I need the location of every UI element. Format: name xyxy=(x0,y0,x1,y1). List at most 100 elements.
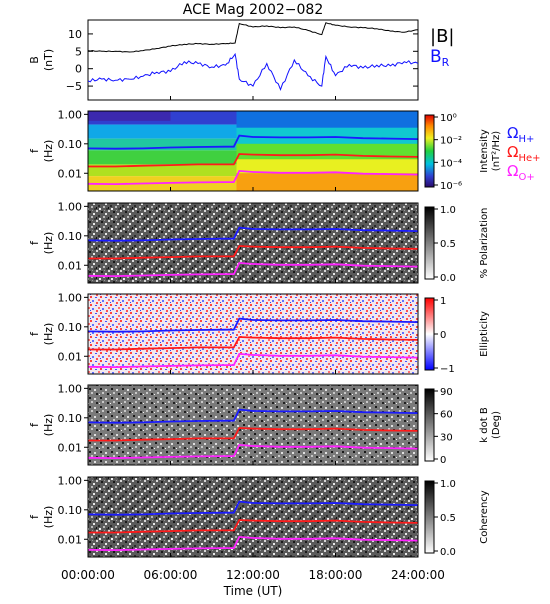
coherency-cbar-label: Coherency xyxy=(479,490,490,543)
xtick-label: 18:00:00 xyxy=(309,568,363,582)
intensity-cbar-tick-label: 10⁻⁶ xyxy=(440,181,462,192)
ellipticity-omega-line-2 xyxy=(87,352,419,369)
kdotb-omega-line-2 xyxy=(87,443,419,460)
legend-b-total: |B| xyxy=(430,26,454,47)
kdotb-panel: 1.00 0.10 0.01 f (Hz) 90 60 30 0 k dot B (Deg) xyxy=(28,382,502,466)
spec-yunit: (Hz) xyxy=(42,140,55,163)
coherency-omega-line-1 xyxy=(88,519,419,534)
kdotb-spectrogram xyxy=(88,385,418,465)
spec-ytick-label: 0.01 xyxy=(58,259,83,272)
spec-ytick-label: 1.00 xyxy=(58,474,83,487)
coherency-omega-line-2 xyxy=(87,535,419,552)
ellipticity-spectrogram xyxy=(88,294,418,374)
b-ytick-label: −5 xyxy=(66,80,82,93)
spec-ytick-label: 0.01 xyxy=(58,533,83,546)
spec-ytick-label: 0.10 xyxy=(58,412,83,425)
intensity-panel: 1.00 0.10 0.01 f (Hz) 10⁰ 10⁻² 10⁻⁴ 10⁻⁶ Intensit… xyxy=(28,108,502,192)
coherency-cbar-tick-label: 1.0 xyxy=(440,479,456,490)
spec-ytick-label: 1.00 xyxy=(58,108,83,121)
polarization-cbar-tick-label: 1.0 xyxy=(440,205,456,216)
ellipticity-cbar-label: Ellipticity xyxy=(479,311,490,357)
spec-ytick-label: 0.10 xyxy=(58,321,83,334)
intensity-band xyxy=(236,111,418,128)
xtick-label: 00:00:00 xyxy=(61,568,115,582)
b-ylabel: B xyxy=(28,56,41,64)
legend-b-r: BR xyxy=(430,47,450,69)
intensity-colorbar xyxy=(424,114,435,188)
spec-ylabel: f xyxy=(28,514,41,519)
b-total-line xyxy=(87,22,419,53)
spec-ytick-label: 0.10 xyxy=(58,504,83,517)
spec-ytick-label: 0.10 xyxy=(58,138,83,151)
coherency-omega-line-0 xyxy=(87,500,419,516)
coherency-spectrogram xyxy=(88,477,418,557)
intensity-cbar-tick-label: 10⁻⁴ xyxy=(440,158,462,169)
kdotb-cbar-tick-label: 0 xyxy=(440,455,446,466)
intensity-cbar-unit: (nT²/Hz) xyxy=(491,131,502,171)
kdotb-cbar-unit: (Deg) xyxy=(491,411,502,439)
polarization-omega-line-2 xyxy=(87,261,419,278)
spec-ytick-label: 1.00 xyxy=(58,291,83,304)
intensity-omega-line-0 xyxy=(87,134,419,150)
polarization-colorbar xyxy=(424,206,435,280)
intensity-band xyxy=(236,173,418,191)
kdotb-colorbar xyxy=(424,388,435,462)
spec-ytick-label: 1.00 xyxy=(58,200,83,213)
ellipticity-cbar-tick-label: −1 xyxy=(440,364,455,375)
legend-omega-h: ΩH+ xyxy=(507,124,534,145)
chart-title: ACE Mag 2002−082 xyxy=(183,2,323,18)
polarization-omega-line-0 xyxy=(87,226,419,242)
intensity-omega-line-1 xyxy=(88,153,419,168)
kdotb-cbar-tick-label: 60 xyxy=(440,410,453,421)
xtick-label: 24:00:00 xyxy=(391,568,445,582)
coherency-cbar-tick-label: 0.5 xyxy=(440,513,456,524)
ellipticity-omega-line-1 xyxy=(88,336,419,351)
kdotb-cbar-tick-label: 90 xyxy=(440,387,453,398)
polarization-omega-line-1 xyxy=(88,245,419,260)
spec-ytick-label: 1.00 xyxy=(58,382,83,395)
xtick-label: 12:00:00 xyxy=(226,568,280,582)
x-axis-label: Time (UT) xyxy=(223,584,283,598)
b-ytick-label: 0 xyxy=(75,63,82,76)
polarization-cbar-tick-label: 0.0 xyxy=(440,273,456,284)
ellipticity-cbar-tick-label: 1 xyxy=(440,296,446,307)
legend-omega-o: ΩO+ xyxy=(507,162,535,183)
b-yunit: (nT) xyxy=(42,49,55,71)
kdotb-cbar-label: k dot B xyxy=(479,407,490,443)
spec-ylabel: f xyxy=(28,422,41,427)
spec-ylabel: f xyxy=(28,331,41,336)
b-ytick-label: 5 xyxy=(75,45,82,58)
spec-ylabel: f xyxy=(28,148,41,153)
kdotb-cbar-tick-label: 30 xyxy=(440,432,453,443)
spec-yunit: (Hz) xyxy=(42,506,55,529)
polarization-panel: 1.00 0.10 0.01 f (Hz) 1.0 0.5 0.0 % Polarization xyxy=(28,200,490,284)
spec-ytick-label: 0.01 xyxy=(58,350,83,363)
ellipticity-panel: 1.00 0.10 0.01 f (Hz) 1 0 −1 Ellipticity xyxy=(28,291,490,375)
coherency-panel: 1.00 0.10 0.01 f (Hz) 1.0 0.5 0.0 Coherency xyxy=(28,474,490,558)
spec-ytick-label: 0.10 xyxy=(58,230,83,243)
polarization-spectrogram xyxy=(88,203,418,283)
b-r-line xyxy=(87,52,419,92)
ellipticity-omega-line-0 xyxy=(87,317,419,333)
spec-yunit: (Hz) xyxy=(42,414,55,437)
intensity-omega-line-2 xyxy=(87,169,419,186)
spec-ylabel: f xyxy=(28,240,41,245)
intensity-band xyxy=(236,127,418,144)
spec-yunit: (Hz) xyxy=(42,323,55,346)
kdotb-omega-line-0 xyxy=(87,408,419,424)
intensity-cbar-label: Intensity xyxy=(479,129,490,173)
ellipticity-cbar-tick-label: 0 xyxy=(440,330,446,341)
intensity-band xyxy=(88,111,171,121)
kdotb-omega-line-1 xyxy=(88,427,419,442)
coherency-colorbar xyxy=(424,480,435,554)
ellipticity-colorbar xyxy=(424,297,435,371)
coherency-cbar-tick-label: 0.0 xyxy=(440,547,456,558)
intensity-cbar-tick-label: 10⁰ xyxy=(440,113,457,124)
spec-yunit: (Hz) xyxy=(42,232,55,255)
xtick-label: 06:00:00 xyxy=(144,568,198,582)
legend-omega-he: ΩHe+ xyxy=(507,143,541,164)
polarization-cbar-label: % Polarization xyxy=(479,208,490,279)
intensity-band xyxy=(236,159,418,174)
b-ytick-label: 10 xyxy=(68,28,82,41)
